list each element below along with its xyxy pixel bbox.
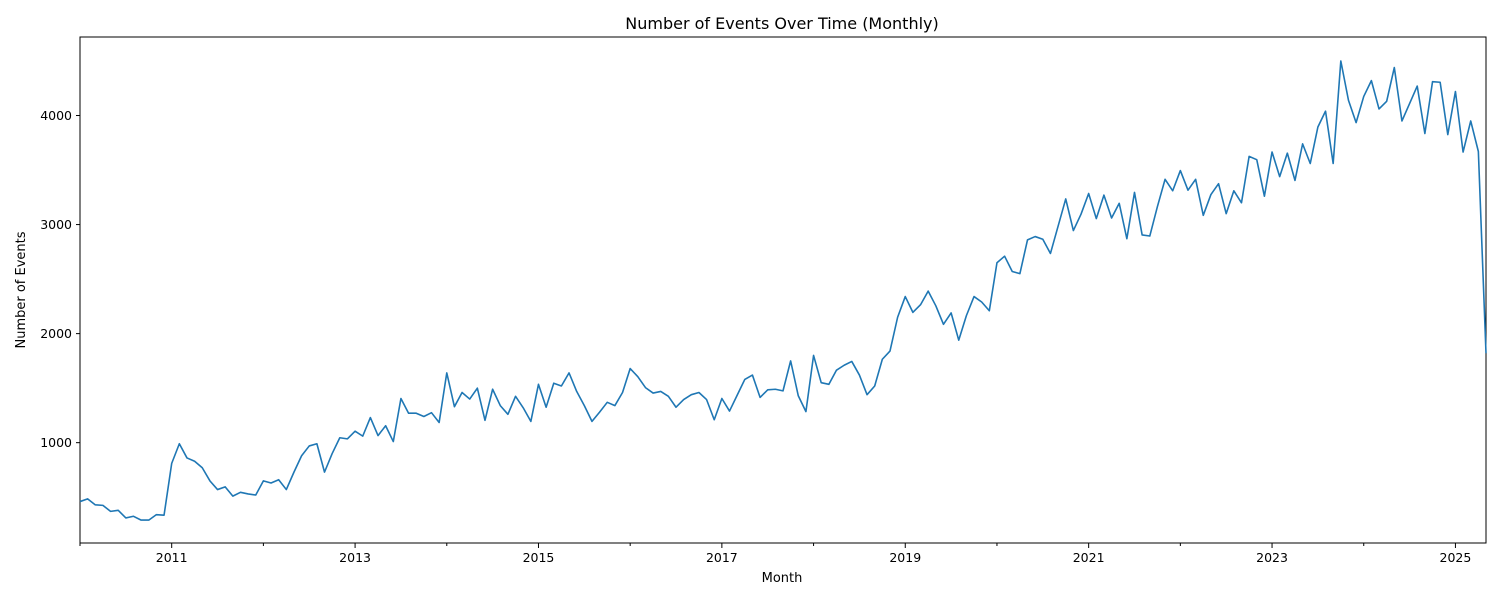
series [79,60,1487,521]
y-tick-label: 2000 [40,326,72,341]
x-axis: 2011 2013 2015 2017 2019 2021 2023 2025 [79,543,1472,565]
y-tick-label: 3000 [40,217,72,232]
x-tick-label: 2019 [889,550,921,565]
chart-title: Number of Events Over Time (Monthly) [625,14,938,33]
plot-frame [79,36,1487,544]
x-tick-label: 2017 [706,550,738,565]
x-tick-label: 2013 [339,550,371,565]
y-axis-label: Number of Events [14,231,29,348]
x-tick-label: 2023 [1256,550,1288,565]
x-axis-label: Month [762,571,803,586]
y-tick-label: 1000 [40,435,72,450]
plot-area: 1000 2000 3000 4000 2011 2013 2015 2017 2019 202… [40,36,1487,565]
y-axis: 1000 2000 3000 4000 [40,108,80,450]
x-tick-label: 2025 [1440,550,1472,565]
x-tick-label: 2011 [156,550,188,565]
series-line [79,60,1487,521]
x-tick-label: 2021 [1073,550,1105,565]
y-tick-label: 4000 [40,108,72,123]
x-tick-label: 2015 [523,550,555,565]
